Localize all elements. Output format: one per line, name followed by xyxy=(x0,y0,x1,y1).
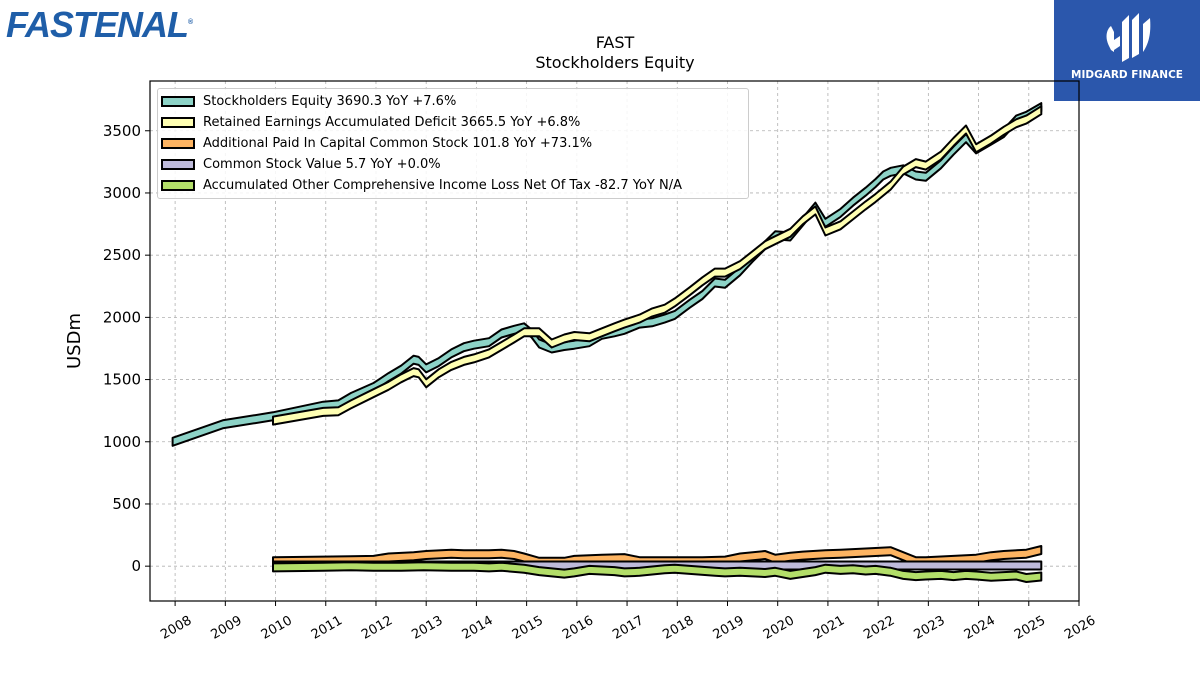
legend-swatch xyxy=(161,117,195,128)
series-band xyxy=(272,561,1043,583)
legend-swatch xyxy=(161,138,195,149)
y-tick-label: 500 xyxy=(112,495,141,513)
x-tick-label: 2016 xyxy=(560,613,596,643)
company-logo-text: FASTENAL xyxy=(6,4,189,45)
legend-item: Accumulated Other Comprehensive Income L… xyxy=(158,175,682,196)
x-tick-label: 2017 xyxy=(610,613,646,643)
x-tick-label: 2026 xyxy=(1062,613,1098,643)
y-axis: 0 500 1000 1500 2000 2500 3000 3500 xyxy=(103,122,150,575)
legend-label: Stockholders Equity 3690.3 YoY +7.6% xyxy=(203,94,457,109)
legend-label: Common Stock Value 5.7 YoY +0.0% xyxy=(203,157,441,172)
x-tick-label: 2023 xyxy=(912,613,948,643)
chart-subtitle: Stockholders Equity xyxy=(535,53,695,72)
legend-label: Additional Paid In Capital Common Stock … xyxy=(203,136,593,151)
x-tick-label: 2009 xyxy=(208,613,244,643)
midgard-logo-icon xyxy=(1106,13,1151,62)
legend-item: Common Stock Value 5.7 YoY +0.0% xyxy=(158,154,441,175)
chart-title: FAST xyxy=(595,33,635,52)
x-tick-label: 2018 xyxy=(660,613,696,643)
legend-item: Stockholders Equity 3690.3 YoY +7.6% xyxy=(158,91,456,112)
series-layer xyxy=(171,102,1043,583)
x-tick-label: 2010 xyxy=(259,613,295,643)
company-logo: FASTENAL® xyxy=(6,4,193,46)
y-tick-label: 2500 xyxy=(103,246,141,264)
legend-label: Retained Earnings Accumulated Deficit 36… xyxy=(203,115,581,130)
x-tick-label: 2011 xyxy=(309,613,345,643)
y-tick-label: 1000 xyxy=(103,433,141,451)
x-tick-label: 2022 xyxy=(861,613,897,643)
legend-swatch xyxy=(161,96,195,107)
x-tick-label: 2008 xyxy=(158,613,194,643)
registered-mark: ® xyxy=(188,19,193,26)
x-tick-label: 2025 xyxy=(1012,613,1048,643)
series-band xyxy=(272,105,1043,426)
legend-item: Retained Earnings Accumulated Deficit 36… xyxy=(158,112,580,133)
y-axis-label: USDm xyxy=(64,313,85,369)
x-tick-label: 2020 xyxy=(761,613,797,643)
x-tick-label: 2024 xyxy=(962,613,998,643)
x-axis: 2008 2009 2010 2011 2012 2013 2014 2015 2016 2017… xyxy=(158,601,1098,643)
legend-label: Accumulated Other Comprehensive Income L… xyxy=(203,178,682,193)
y-tick-label: 2000 xyxy=(103,308,141,326)
y-tick-label: 1500 xyxy=(103,371,141,389)
legend-swatch xyxy=(161,180,195,191)
x-tick-label: 2012 xyxy=(359,613,395,643)
legend: Stockholders Equity 3690.3 YoY +7.6% Ret… xyxy=(157,88,749,199)
plot-frame xyxy=(149,80,1080,602)
y-tick-label: 3000 xyxy=(103,184,141,202)
partner-logo: MIDGARD FINANCE xyxy=(1054,0,1200,101)
x-tick-label: 2021 xyxy=(811,613,847,643)
y-tick-label: 3500 xyxy=(103,122,141,140)
partner-logo-text: MIDGARD FINANCE xyxy=(1071,69,1183,81)
x-tick-label: 2019 xyxy=(711,613,747,643)
x-tick-label: 2015 xyxy=(510,613,546,643)
legend-item: Additional Paid In Capital Common Stock … xyxy=(158,133,592,154)
x-tick-label: 2014 xyxy=(460,613,496,643)
x-tick-label: 2013 xyxy=(409,613,445,643)
y-tick-label: 0 xyxy=(131,557,141,575)
legend-swatch xyxy=(161,159,195,170)
